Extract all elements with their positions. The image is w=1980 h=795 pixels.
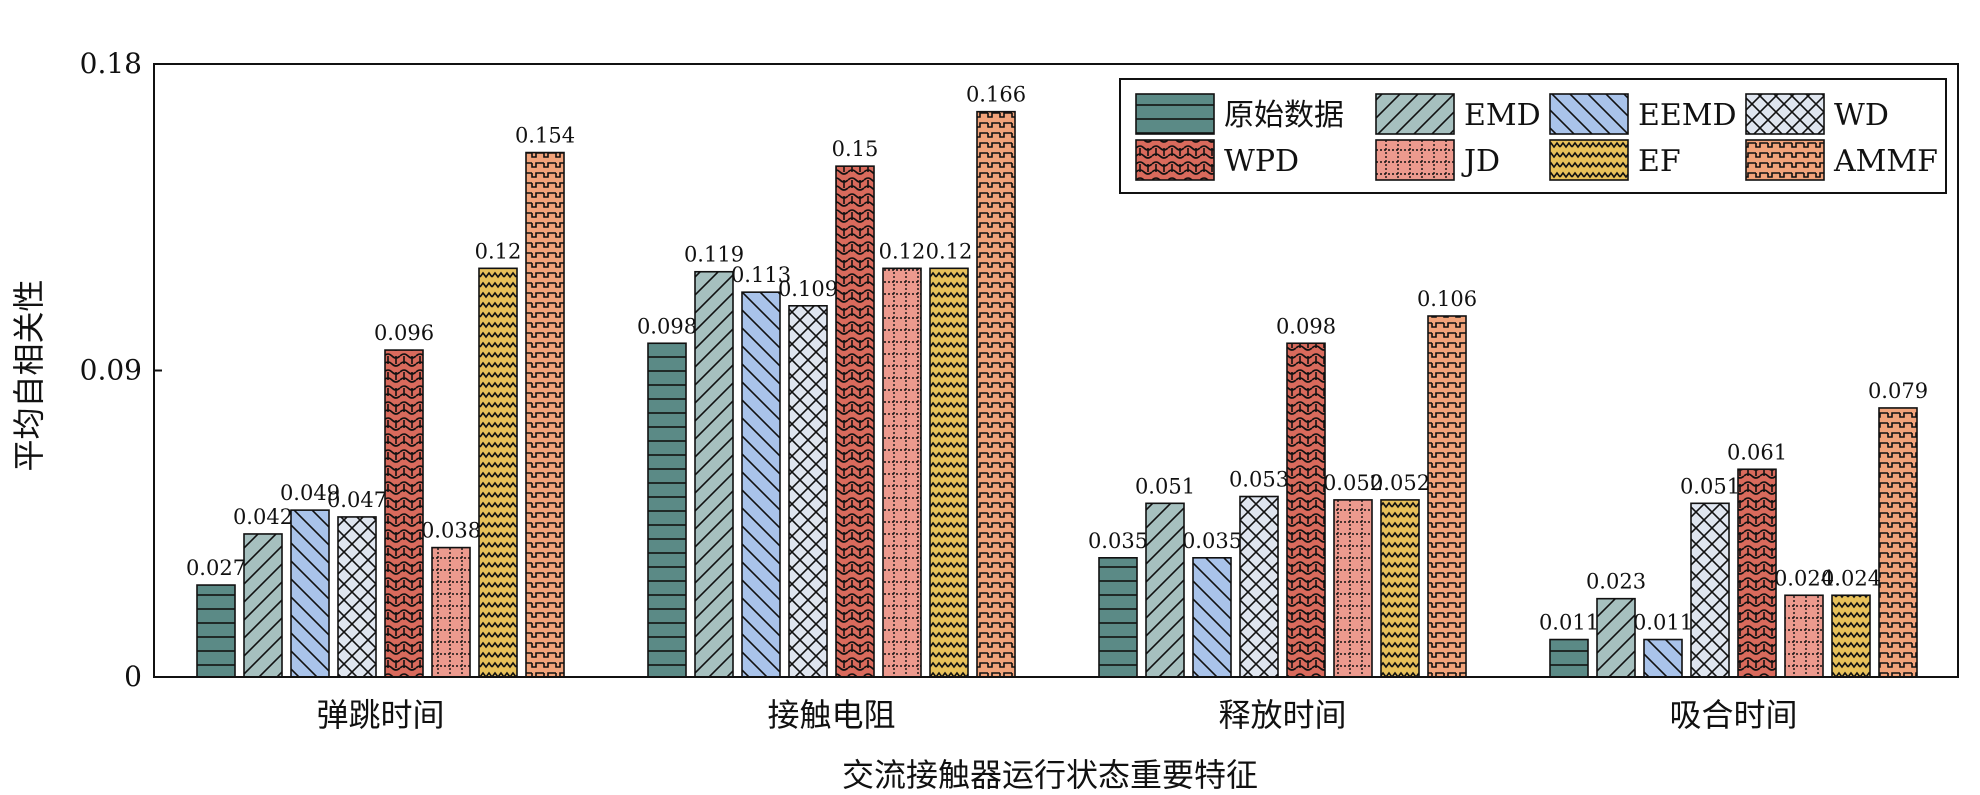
bar-AMMF-吸合时间 xyxy=(1878,407,1918,678)
bar-EMD-接触电阻 xyxy=(694,270,734,678)
data-label: 0.035 xyxy=(1182,529,1242,553)
legend-swatch xyxy=(1375,93,1455,135)
data-label: 0.15 xyxy=(832,137,879,161)
data-label: 0.12 xyxy=(926,239,973,263)
bar-AMMF-弹跳时间 xyxy=(525,151,565,678)
data-label: 0.053 xyxy=(1229,468,1289,492)
data-label: 0.011 xyxy=(1633,611,1693,635)
bar-EF-吸合时间 xyxy=(1831,594,1871,678)
data-label: 0.098 xyxy=(1276,314,1336,338)
bar-AMMF-释放时间 xyxy=(1427,315,1467,678)
data-label: 0.027 xyxy=(186,556,246,580)
bar-WD-释放时间 xyxy=(1239,495,1279,678)
bar-JD-弹跳时间 xyxy=(431,546,471,678)
legend-label: 原始数据 xyxy=(1224,98,1344,133)
legend-swatch xyxy=(1135,93,1215,135)
data-label: 0.051 xyxy=(1680,474,1740,498)
legend-label: EEMD xyxy=(1638,98,1737,133)
data-label: 0.038 xyxy=(421,519,481,543)
bar-WPD-释放时间 xyxy=(1286,342,1326,678)
data-label: 0.096 xyxy=(374,321,434,345)
data-label: 0.061 xyxy=(1727,440,1787,464)
data-label: 0.098 xyxy=(637,314,697,338)
y-axis-title: 平均自相关性 xyxy=(10,279,48,471)
y-tick-label: 0 xyxy=(124,660,142,693)
data-label: 0.052 xyxy=(1323,471,1383,495)
bar-WD-吸合时间 xyxy=(1690,502,1730,678)
data-label: 0.113 xyxy=(731,263,791,287)
data-label: 0.051 xyxy=(1135,474,1195,498)
bar-JD-接触电阻 xyxy=(882,267,922,678)
bar-EEMD-释放时间 xyxy=(1192,557,1232,678)
legend-label: JD xyxy=(1461,144,1500,179)
data-label: 0.052 xyxy=(1370,471,1430,495)
data-label: 0.023 xyxy=(1586,570,1646,594)
legend-swatch xyxy=(1745,93,1825,135)
bar-EF-释放时间 xyxy=(1380,499,1420,678)
data-label: 0.12 xyxy=(475,239,522,263)
bar-EF-弹跳时间 xyxy=(478,267,518,678)
category-label: 释放时间 xyxy=(1218,696,1346,734)
data-label: 0.106 xyxy=(1417,287,1477,311)
data-label: 0.047 xyxy=(327,488,387,512)
bar-JD-吸合时间 xyxy=(1784,594,1824,678)
data-label: 0.154 xyxy=(515,124,575,148)
bar-EMD-吸合时间 xyxy=(1596,597,1636,678)
bar-原始数据-释放时间 xyxy=(1098,557,1138,678)
y-tick-label: 0.18 xyxy=(80,47,142,80)
bar-EMD-释放时间 xyxy=(1145,502,1185,678)
category-label: 接触电阻 xyxy=(767,696,895,734)
bar-WPD-吸合时间 xyxy=(1737,468,1777,678)
bar-EEMD-接触电阻 xyxy=(741,291,781,678)
bar-EF-接触电阻 xyxy=(929,267,969,678)
legend-label: WPD xyxy=(1224,144,1299,179)
bar-WD-接触电阻 xyxy=(788,304,828,678)
data-label: 0.024 xyxy=(1821,566,1881,590)
data-label: 0.042 xyxy=(233,505,293,529)
bar-原始数据-吸合时间 xyxy=(1549,638,1589,678)
data-label: 0.049 xyxy=(280,481,340,505)
data-label: 0.12 xyxy=(879,239,926,263)
y-tick-label: 0.09 xyxy=(80,354,142,387)
bar-WPD-弹跳时间 xyxy=(384,349,424,678)
bar-WD-弹跳时间 xyxy=(337,516,377,678)
bar-JD-释放时间 xyxy=(1333,499,1373,678)
data-label: 0.011 xyxy=(1539,611,1599,635)
data-label: 0.079 xyxy=(1868,379,1928,403)
bar-EEMD-吸合时间 xyxy=(1643,638,1683,678)
legend-label: EMD xyxy=(1464,98,1541,133)
bar-EMD-弹跳时间 xyxy=(243,533,283,678)
bar-EEMD-弹跳时间 xyxy=(290,509,330,678)
x-axis-title: 交流接触器运行状态重要特征 xyxy=(842,756,1258,791)
bar-原始数据-接触电阻 xyxy=(647,342,687,678)
data-label: 0.109 xyxy=(778,277,838,301)
legend-label: WD xyxy=(1834,98,1889,133)
data-label: 0.035 xyxy=(1088,529,1148,553)
legend-label: EF xyxy=(1638,144,1681,179)
legend-swatch xyxy=(1135,139,1215,181)
legend-swatch xyxy=(1549,93,1629,135)
category-label: 弹跳时间 xyxy=(316,696,444,734)
bar-AMMF-接触电阻 xyxy=(976,110,1016,678)
bar-WPD-接触电阻 xyxy=(835,165,875,678)
legend-label: AMMF xyxy=(1833,144,1938,179)
bar-原始数据-弹跳时间 xyxy=(196,584,236,678)
data-label: 0.024 xyxy=(1774,566,1834,590)
data-label: 0.119 xyxy=(684,243,744,267)
legend-swatch xyxy=(1745,139,1825,181)
category-label: 吸合时间 xyxy=(1669,696,1797,734)
data-label: 0.166 xyxy=(966,83,1026,107)
legend-swatch xyxy=(1549,139,1629,181)
legend-swatch xyxy=(1375,139,1455,181)
